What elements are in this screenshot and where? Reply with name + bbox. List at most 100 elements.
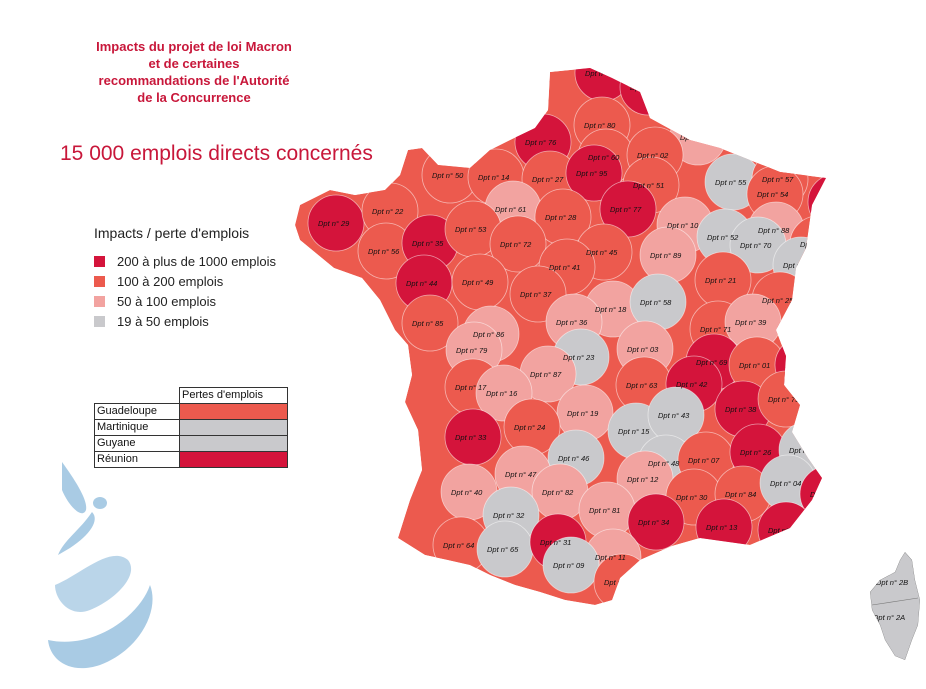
department-label: Dpt n° 40 — [451, 488, 483, 497]
department-label: Dpt n° 64 — [443, 541, 474, 550]
department-area — [542, 536, 600, 594]
legend-swatch — [94, 255, 105, 267]
department-label: Dpt n° 35 — [412, 239, 444, 248]
department-label: Dpt n° 14 — [478, 173, 509, 182]
department-label: Dpt n° 53 — [455, 225, 487, 234]
department-label: Dpt n° 57 — [762, 175, 794, 184]
department-label: Dpt n° 2B — [876, 578, 908, 587]
department-label: Dpt n° 76 — [525, 138, 557, 147]
department-label: Dpt n° 01 — [739, 361, 770, 370]
department-label: Dpt n° 63 — [626, 381, 658, 390]
department-label: Dpt n° 56 — [368, 247, 400, 256]
department-label: Dpt n° 51 — [633, 181, 664, 190]
department-label: Dpt n° 26 — [740, 448, 772, 457]
overseas-level-cell — [179, 403, 288, 420]
legend-label: 100 à 200 emplois — [117, 273, 224, 289]
department-label: Dpt n° 09 — [553, 561, 585, 570]
department-label: Dpt n° 08 — [680, 133, 712, 142]
department-label: Dpt n° 39 — [735, 318, 767, 327]
department-label: Dpt n° 82 — [542, 488, 574, 497]
department-label: Dpt n° 86 — [473, 330, 505, 339]
title-line: recommandations de l'Autorité — [98, 73, 290, 88]
department-label: Dpt n° 85 — [412, 319, 444, 328]
legend-label: 19 à 50 emplois — [117, 313, 209, 329]
department-label: Dpt n° 42 — [676, 380, 708, 389]
department-label: Dpt n° 68 — [800, 240, 832, 249]
department-label: Dpt n° 18 — [595, 305, 627, 314]
department-label: Dpt n° 27 — [532, 175, 564, 184]
overseas-level-cell — [179, 451, 288, 468]
overseas-row: Guyane — [94, 435, 288, 452]
overseas-row: Guadeloupe — [94, 403, 288, 420]
department-label: Dpt n° 80 — [584, 121, 616, 130]
department-label: Dpt n° 03 — [627, 345, 659, 354]
legend-item: 50 à 100 emplois — [94, 291, 276, 311]
department-label: Dpt n° 83 — [768, 526, 800, 535]
department-label: Dpt n° 16 — [486, 389, 518, 398]
department-label: Dpt n° 24 — [514, 423, 545, 432]
legend-label: 200 à plus de 1000 emplois — [117, 253, 277, 269]
department-label: Dpt n° 81 — [589, 506, 620, 515]
department-label: Dpt n° 41 — [549, 263, 580, 272]
department-label: Dpt n° 12 — [627, 475, 659, 484]
department-label: Dpt n° 31 — [540, 538, 571, 547]
department-label: Dpt n° 43 — [658, 411, 690, 420]
department-label: Dpt n° 48 — [648, 459, 680, 468]
department-area — [799, 465, 826, 523]
department-label: Dpt n° 06 — [810, 490, 842, 499]
department-label: Dpt n° 74 — [785, 361, 816, 370]
department-area — [307, 194, 365, 252]
department-area — [593, 553, 651, 605]
department-label: Dpt n° 77 — [610, 205, 642, 214]
legend-title: Impacts / perte d'emplois — [94, 225, 250, 241]
department-label: Dpt n° 52 — [707, 233, 739, 242]
department-label: Dpt n° 69 — [696, 358, 728, 367]
mainland-france: Dpt n° 62 Dpt n° 59 Dpt n° 80 Dpt n° 08 Dpt … — [295, 68, 850, 605]
department-label: Dpt n° 19 — [567, 409, 599, 418]
department-label: Dpt n° 71 — [700, 325, 731, 334]
legend-item: 200 à plus de 1000 emplois — [94, 251, 276, 271]
title-line: et de certaines — [148, 56, 240, 71]
department-label: Dpt n° 65 — [487, 545, 519, 554]
decorative-logo — [48, 462, 153, 669]
department-area — [807, 173, 826, 231]
department-label: Dpt n° 72 — [500, 240, 532, 249]
department-label: Dpt n° 17 — [455, 383, 487, 392]
legend-label: 50 à 100 emplois — [117, 293, 217, 309]
title-line: Impacts du projet de loi Macron — [96, 39, 292, 54]
overseas-name: Réunion — [94, 451, 180, 468]
legend: 200 à plus de 1000 emplois 100 à 200 emp… — [94, 251, 276, 331]
department-label: Dpt n° 89 — [650, 251, 682, 260]
department-label: Dpt n° 66 — [604, 578, 636, 587]
department-label: Dpt n° 36 — [556, 318, 588, 327]
department-label: Dpt n° 87 — [530, 370, 562, 379]
department-area — [757, 501, 815, 559]
overseas-row: Réunion — [94, 451, 288, 468]
department-label: Dpt n° 67 — [818, 198, 850, 207]
department-label: Dpt n° 11 — [595, 553, 626, 562]
department-label: Dpt n° 21 — [705, 276, 736, 285]
department-area — [489, 215, 547, 273]
department-label: Dpt n° 49 — [462, 278, 494, 287]
department-label: Dpt n° 32 — [493, 511, 525, 520]
overseas-name: Guadeloupe — [94, 403, 180, 420]
department-label: Dpt n° 15 — [618, 427, 650, 436]
overseas-level-cell — [179, 435, 288, 452]
department-label: Dpt n° 95 — [576, 169, 608, 178]
department-label: Dpt n° 79 — [456, 346, 488, 355]
department-label: Dpt n° 88 — [758, 226, 790, 235]
department-label: Dpt n° 54 — [757, 190, 788, 199]
department-label: Dpt n° 13 — [706, 523, 738, 532]
department-label: Dpt n° 45 — [586, 248, 618, 257]
department-label: Dpt n° 04 — [770, 479, 801, 488]
department-label: Dpt n° 05 — [789, 446, 821, 455]
department-label: Dpt n° 62 — [585, 69, 617, 78]
overseas-table: Pertes d'emplois Guadeloupe Martinique G… — [94, 387, 288, 468]
overseas-table-header: Pertes d'emplois — [95, 387, 288, 404]
department-label: Dpt n° 58 — [640, 298, 672, 307]
department-label: Dpt n° 22 — [372, 207, 404, 216]
overseas-row: Martinique — [94, 419, 288, 436]
department-area — [627, 493, 685, 551]
department-label: Dpt n° 25 — [762, 296, 794, 305]
